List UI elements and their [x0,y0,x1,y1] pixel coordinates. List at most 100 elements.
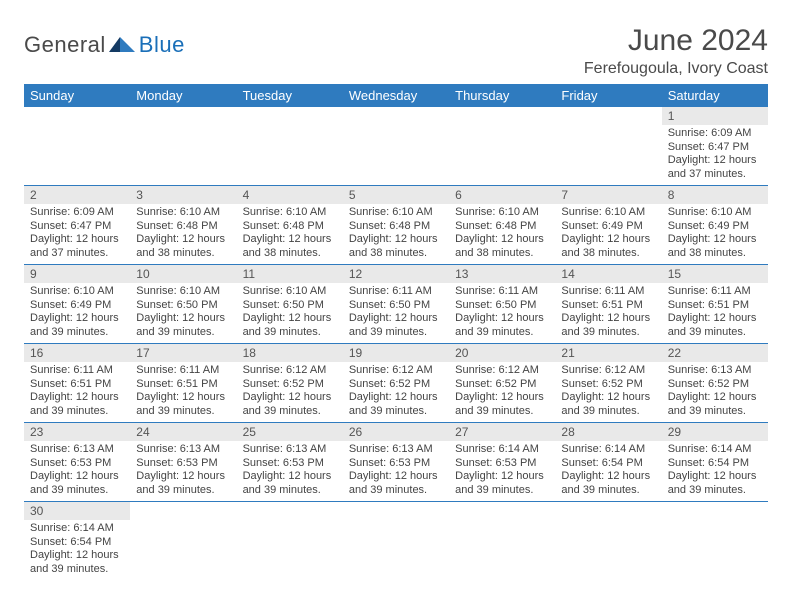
day-details: Sunrise: 6:11 AMSunset: 6:50 PMDaylight:… [343,283,449,343]
brand-word-2: Blue [139,32,185,58]
calendar-day-cell: 30Sunrise: 6:14 AMSunset: 6:54 PMDayligh… [24,502,130,581]
calendar-week-row: ............1Sunrise: 6:09 AMSunset: 6:4… [24,107,768,186]
day-details: Sunrise: 6:10 AMSunset: 6:49 PMDaylight:… [24,283,130,343]
calendar-day-cell: 27Sunrise: 6:14 AMSunset: 6:53 PMDayligh… [449,423,555,502]
day-number: 11 [237,265,343,283]
day-number: 4 [237,186,343,204]
day-details: Sunrise: 6:10 AMSunset: 6:48 PMDaylight:… [343,204,449,264]
day-number: 29 [662,423,768,441]
day-details: Sunrise: 6:12 AMSunset: 6:52 PMDaylight:… [555,362,661,422]
day-number: 27 [449,423,555,441]
day-number: 3 [130,186,236,204]
brand-word-1: General [24,32,106,58]
day-details: Sunrise: 6:14 AMSunset: 6:53 PMDaylight:… [449,441,555,501]
calendar-day-cell: 21Sunrise: 6:12 AMSunset: 6:52 PMDayligh… [555,344,661,423]
day-number: 26 [343,423,449,441]
calendar-day-cell: 10Sunrise: 6:10 AMSunset: 6:50 PMDayligh… [130,265,236,344]
calendar-day-cell: 15Sunrise: 6:11 AMSunset: 6:51 PMDayligh… [662,265,768,344]
day-number: 1 [662,107,768,125]
calendar-day-cell: 8Sunrise: 6:10 AMSunset: 6:49 PMDaylight… [662,186,768,265]
day-details: Sunrise: 6:11 AMSunset: 6:51 PMDaylight:… [130,362,236,422]
day-details: Sunrise: 6:10 AMSunset: 6:48 PMDaylight:… [130,204,236,264]
day-number: 23 [24,423,130,441]
calendar-day-cell: .. [130,107,236,186]
weekday-header: Tuesday [237,84,343,107]
weekday-header-row: Sunday Monday Tuesday Wednesday Thursday… [24,84,768,107]
calendar-day-cell: .. [343,107,449,186]
calendar-day-cell: 13Sunrise: 6:11 AMSunset: 6:50 PMDayligh… [449,265,555,344]
day-number: 28 [555,423,661,441]
calendar-day-cell: .. [24,107,130,186]
day-details: Sunrise: 6:11 AMSunset: 6:51 PMDaylight:… [24,362,130,422]
day-details: Sunrise: 6:10 AMSunset: 6:48 PMDaylight:… [237,204,343,264]
day-details: Sunrise: 6:12 AMSunset: 6:52 PMDaylight:… [343,362,449,422]
day-number: 21 [555,344,661,362]
calendar-week-row: 23Sunrise: 6:13 AMSunset: 6:53 PMDayligh… [24,423,768,502]
day-number: 10 [130,265,236,283]
weekday-header: Friday [555,84,661,107]
calendar-day-cell: .. [237,502,343,581]
day-number: 16 [24,344,130,362]
day-number: 25 [237,423,343,441]
calendar-day-cell: 24Sunrise: 6:13 AMSunset: 6:53 PMDayligh… [130,423,236,502]
weekday-header: Saturday [662,84,768,107]
header: General Blue June 2024 Ferefougoula, Ivo… [24,24,768,78]
calendar-week-row: 9Sunrise: 6:10 AMSunset: 6:49 PMDaylight… [24,265,768,344]
weekday-header: Thursday [449,84,555,107]
calendar-day-cell: 2Sunrise: 6:09 AMSunset: 6:47 PMDaylight… [24,186,130,265]
day-number: 18 [237,344,343,362]
calendar-day-cell: 16Sunrise: 6:11 AMSunset: 6:51 PMDayligh… [24,344,130,423]
calendar-day-cell: 20Sunrise: 6:12 AMSunset: 6:52 PMDayligh… [449,344,555,423]
calendar-day-cell: 22Sunrise: 6:13 AMSunset: 6:52 PMDayligh… [662,344,768,423]
calendar-day-cell: 25Sunrise: 6:13 AMSunset: 6:53 PMDayligh… [237,423,343,502]
calendar-day-cell: 23Sunrise: 6:13 AMSunset: 6:53 PMDayligh… [24,423,130,502]
day-number: 8 [662,186,768,204]
brand-logo: General Blue [24,24,185,58]
calendar-week-row: 2Sunrise: 6:09 AMSunset: 6:47 PMDaylight… [24,186,768,265]
day-details: Sunrise: 6:14 AMSunset: 6:54 PMDaylight:… [662,441,768,501]
day-number: 30 [24,502,130,520]
day-details: Sunrise: 6:12 AMSunset: 6:52 PMDaylight:… [237,362,343,422]
weekday-header: Monday [130,84,236,107]
calendar-day-cell: 6Sunrise: 6:10 AMSunset: 6:48 PMDaylight… [449,186,555,265]
day-details: Sunrise: 6:13 AMSunset: 6:53 PMDaylight:… [343,441,449,501]
day-details: Sunrise: 6:11 AMSunset: 6:50 PMDaylight:… [449,283,555,343]
calendar-day-cell: 26Sunrise: 6:13 AMSunset: 6:53 PMDayligh… [343,423,449,502]
calendar-day-cell: 3Sunrise: 6:10 AMSunset: 6:48 PMDaylight… [130,186,236,265]
weekday-header: Wednesday [343,84,449,107]
day-number: 5 [343,186,449,204]
calendar-table: Sunday Monday Tuesday Wednesday Thursday… [24,84,768,580]
day-details: Sunrise: 6:13 AMSunset: 6:53 PMDaylight:… [24,441,130,501]
calendar-day-cell: 12Sunrise: 6:11 AMSunset: 6:50 PMDayligh… [343,265,449,344]
calendar-day-cell: 4Sunrise: 6:10 AMSunset: 6:48 PMDaylight… [237,186,343,265]
day-number: 6 [449,186,555,204]
calendar-day-cell: .. [343,502,449,581]
calendar-day-cell: 28Sunrise: 6:14 AMSunset: 6:54 PMDayligh… [555,423,661,502]
day-details: Sunrise: 6:14 AMSunset: 6:54 PMDaylight:… [555,441,661,501]
day-details: Sunrise: 6:10 AMSunset: 6:48 PMDaylight:… [449,204,555,264]
day-details: Sunrise: 6:13 AMSunset: 6:53 PMDaylight:… [130,441,236,501]
calendar-day-cell: .. [662,502,768,581]
day-number: 20 [449,344,555,362]
day-number: 19 [343,344,449,362]
calendar-day-cell: .. [555,502,661,581]
calendar-week-row: 16Sunrise: 6:11 AMSunset: 6:51 PMDayligh… [24,344,768,423]
day-number: 9 [24,265,130,283]
day-number: 17 [130,344,236,362]
weekday-header: Sunday [24,84,130,107]
calendar-day-cell: 5Sunrise: 6:10 AMSunset: 6:48 PMDaylight… [343,186,449,265]
day-details: Sunrise: 6:14 AMSunset: 6:54 PMDaylight:… [24,520,130,580]
day-details: Sunrise: 6:13 AMSunset: 6:53 PMDaylight:… [237,441,343,501]
calendar-day-cell: 11Sunrise: 6:10 AMSunset: 6:50 PMDayligh… [237,265,343,344]
day-details: Sunrise: 6:10 AMSunset: 6:49 PMDaylight:… [555,204,661,264]
day-number: 22 [662,344,768,362]
calendar-day-cell: .. [555,107,661,186]
day-details: Sunrise: 6:09 AMSunset: 6:47 PMDaylight:… [662,125,768,185]
day-number: 14 [555,265,661,283]
day-number: 7 [555,186,661,204]
day-number: 12 [343,265,449,283]
day-number: 24 [130,423,236,441]
calendar-day-cell: .. [449,107,555,186]
day-details: Sunrise: 6:10 AMSunset: 6:49 PMDaylight:… [662,204,768,264]
calendar-day-cell: 19Sunrise: 6:12 AMSunset: 6:52 PMDayligh… [343,344,449,423]
